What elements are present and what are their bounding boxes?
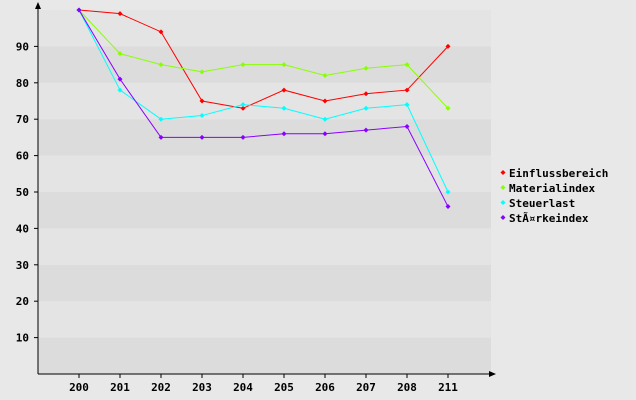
grid-band (38, 192, 491, 229)
data-point (240, 134, 246, 140)
data-point (117, 51, 123, 57)
data-point (76, 7, 82, 13)
grid-band (38, 119, 491, 156)
data-point (404, 62, 410, 68)
grid-band (38, 264, 491, 302)
grid-bands (38, 10, 491, 374)
data-point (363, 91, 369, 97)
y-tick-label: 70 (16, 113, 29, 126)
series (76, 7, 451, 210)
grid-band (38, 228, 491, 265)
series-group (76, 7, 451, 210)
legend: Einflussbereich Materialindex Steuerlast St… (500, 167, 608, 225)
y-axis-ticks: 10 20 30 40 50 60 70 80 90 (16, 40, 38, 345)
x-tick-label: 203 (192, 381, 212, 394)
data-point (363, 65, 369, 71)
x-axis-ticks: 200 201 202 203 204 205 206 207 208 211 (69, 374, 458, 394)
data-point (117, 11, 123, 17)
series (76, 7, 451, 195)
data-point (404, 123, 410, 129)
legend-marker (500, 215, 506, 220)
x-tick-label: 206 (315, 381, 335, 394)
data-point (281, 87, 287, 93)
legend-label: Materialindex (509, 182, 595, 195)
data-point (363, 105, 369, 111)
series-line (78, 9, 449, 109)
x-tick-label: 208 (397, 381, 417, 394)
data-point (445, 43, 451, 49)
data-point (322, 73, 328, 79)
y-tick-label: 80 (16, 77, 29, 90)
x-tick-label: 207 (356, 381, 376, 394)
y-tick-label: 30 (16, 259, 29, 272)
data-point (117, 87, 123, 93)
y-tick-label: 10 (16, 332, 29, 345)
data-point (158, 116, 164, 122)
data-point (322, 116, 328, 122)
data-point (240, 102, 246, 108)
legend-marker (500, 185, 506, 190)
data-point (322, 98, 328, 104)
data-point (445, 105, 451, 111)
data-point (158, 62, 164, 68)
y-tick-label: 40 (16, 222, 29, 235)
data-point (117, 76, 123, 82)
data-point (281, 105, 287, 111)
x-tick-label: 200 (69, 381, 89, 394)
legend-label: Einflussbereich (509, 167, 608, 180)
data-point (363, 127, 369, 133)
x-tick-label: 204 (233, 381, 253, 394)
series-line (78, 9, 449, 207)
grid-band (38, 10, 491, 47)
x-tick-label: 205 (274, 381, 294, 394)
grid-band (38, 337, 491, 374)
data-point (322, 131, 328, 137)
x-tick-label: 201 (110, 381, 130, 394)
series-line (78, 9, 449, 193)
x-tick-label: 202 (151, 381, 171, 394)
data-point (199, 113, 205, 119)
x-tick-label: 211 (438, 381, 458, 394)
data-point (240, 105, 246, 111)
data-point (281, 62, 287, 68)
y-axis-arrow (35, 2, 41, 9)
legend-label: StÃ¤rkeindex (509, 212, 589, 225)
data-point (199, 98, 205, 104)
data-point (199, 69, 205, 75)
data-point (404, 102, 410, 108)
data-point (445, 204, 451, 210)
legend-label: Steuerlast (509, 197, 575, 210)
data-point (199, 134, 205, 140)
axes (35, 2, 496, 377)
data-point (240, 62, 246, 68)
legend-marker (500, 170, 506, 175)
grid-band (38, 301, 491, 338)
grid-band (38, 82, 491, 120)
series (76, 7, 451, 111)
y-tick-label: 50 (16, 186, 29, 199)
data-point (158, 134, 164, 140)
y-tick-label: 20 (16, 295, 29, 308)
series-line (78, 9, 449, 109)
data-point (281, 131, 287, 137)
data-point (404, 87, 410, 93)
legend-marker (500, 200, 506, 205)
y-tick-label: 60 (16, 150, 29, 163)
data-point (158, 29, 164, 35)
y-tick-label: 90 (16, 40, 29, 53)
x-axis-arrow (489, 371, 496, 377)
data-point (445, 189, 451, 195)
grid-band (38, 155, 491, 192)
